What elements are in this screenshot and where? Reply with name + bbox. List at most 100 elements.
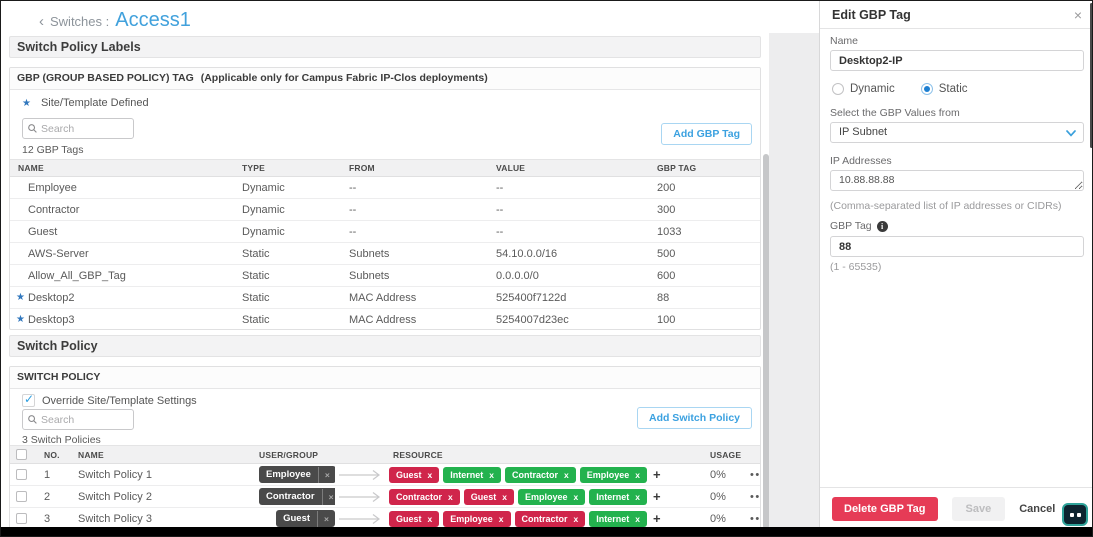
resource-tag-green[interactable]: Internet x xyxy=(589,488,648,505)
resource-tag-label: Contractor xyxy=(521,513,568,524)
remove-tag-icon[interactable]: x xyxy=(564,469,569,480)
back-chevron-icon[interactable]: ‹ xyxy=(39,13,44,30)
page-title: Access1 xyxy=(115,9,191,31)
add-resource-icon[interactable]: + xyxy=(653,511,661,527)
info-icon[interactable]: i xyxy=(876,220,888,232)
resource-tag-red[interactable]: Guest x xyxy=(389,510,440,527)
chat-widget-icon[interactable] xyxy=(1062,503,1088,526)
row-menu-icon[interactable]: ••• xyxy=(742,463,760,487)
gbp-table-row[interactable]: Guest Dynamic -- -- 1033 xyxy=(10,220,760,243)
remove-tag-icon[interactable]: x xyxy=(573,513,579,524)
radio-static-circle-selected[interactable] xyxy=(920,83,933,95)
remove-tag-icon[interactable]: x xyxy=(427,513,433,524)
remove-tag-icon[interactable]: x xyxy=(489,469,494,480)
gbp-table-row[interactable]: AWS-Server Static Subnets 54.10.0.0/16 500 xyxy=(10,242,760,265)
remove-tag-icon[interactable]: x xyxy=(635,513,641,524)
resource-tag-red[interactable]: Employee x xyxy=(443,510,511,527)
add-resource-icon[interactable]: + xyxy=(653,467,661,483)
gbp-row-tag: 88 xyxy=(649,286,760,309)
resource-tag-label: Contractor xyxy=(396,491,443,502)
row-checkbox[interactable] xyxy=(16,469,27,481)
resource-tag-red[interactable]: Contractor x xyxy=(389,488,460,505)
sp-row-checkbox-cell xyxy=(10,485,36,509)
gbp-tag-field[interactable] xyxy=(830,236,1084,257)
resource-tag-red[interactable]: Contractor x xyxy=(514,510,586,527)
gbp-values-from-select[interactable]: IP Subnet xyxy=(830,122,1084,143)
remove-tag-icon[interactable]: x xyxy=(448,491,453,502)
gbp-row-from: -- xyxy=(341,176,488,199)
edit-gbp-tag-panel: Edit GBP Tag × Name Dynamic Static Selec… xyxy=(819,1,1092,536)
radio-static[interactable]: Static xyxy=(920,83,968,95)
site-template-label: Site/Template Defined xyxy=(40,97,149,109)
switch-policy-row[interactable]: 3 Switch Policy 3 Guest × Guest x Employee x Con… xyxy=(10,507,760,531)
gbp-table-row[interactable]: Contractor Dynamic -- -- 300 xyxy=(10,198,760,221)
row-checkbox[interactable] xyxy=(16,491,27,503)
gbp-row-tag: 300 xyxy=(649,198,760,221)
ip-addresses-field[interactable] xyxy=(830,170,1084,191)
resource-tag-green[interactable]: Employee x xyxy=(518,488,586,505)
remove-tag-icon[interactable]: × xyxy=(321,488,335,505)
remove-tag-icon[interactable]: x xyxy=(635,491,641,502)
resource-tag-label: Guest xyxy=(470,491,497,502)
sp-row-resources: Contractor x Guest x Employee x Internet x + xyxy=(385,485,702,509)
gbp-table-row[interactable]: ★ Desktop2 Static MAC Address 525400f7122d 88 xyxy=(10,286,760,309)
gbp-search[interactable] xyxy=(22,118,134,139)
switch-policy-row[interactable]: 2 Switch Policy 2 Contractor × Contractor x Gu… xyxy=(10,485,760,509)
resource-tag-green[interactable]: Employee x xyxy=(579,466,648,483)
radio-dynamic[interactable]: Dynamic xyxy=(832,83,895,95)
override-setting[interactable]: Override Site/Template Settings xyxy=(22,392,197,407)
gbp-row-type: Static xyxy=(234,286,341,309)
sp-row-checkbox-cell xyxy=(10,463,36,487)
switch-policy-search-input[interactable] xyxy=(41,413,128,426)
gbp-row-tag: 500 xyxy=(649,242,760,265)
row-menu-icon[interactable]: ••• xyxy=(742,485,760,509)
resource-tag-green[interactable]: Internet x xyxy=(443,466,501,483)
remove-tag-icon[interactable]: x xyxy=(573,491,579,502)
resource-tag-red[interactable]: Guest x xyxy=(389,466,440,483)
switch-policy-table-header: NO. NAME USER/GROUP RESOURCE USAGE xyxy=(10,444,760,465)
gbp-row-tag: 200 xyxy=(649,176,760,199)
remove-tag-icon[interactable]: x xyxy=(427,469,433,480)
remove-tag-icon[interactable]: × xyxy=(317,510,335,527)
main-scrollbar[interactable] xyxy=(763,154,769,529)
gbp-table-row[interactable]: Allow_All_GBP_Tag Static Subnets 0.0.0.0/0 6… xyxy=(10,264,760,287)
radio-dynamic-circle[interactable] xyxy=(832,83,844,95)
select-all-checkbox[interactable] xyxy=(16,449,27,461)
delete-gbp-tag-button[interactable]: Delete GBP Tag xyxy=(832,496,938,521)
gbp-row-value: 0.0.0.0/0 xyxy=(488,264,649,287)
gbp-table: NAME TYPE FROM VALUE GBP TAG Employee Dyn… xyxy=(10,159,760,329)
resource-tag-green[interactable]: Contractor x xyxy=(505,466,576,483)
switch-policy-search[interactable] xyxy=(22,409,134,430)
add-switch-policy-button[interactable]: Add Switch Policy xyxy=(636,407,752,429)
gbp-search-input[interactable] xyxy=(41,122,128,135)
gbp-table-row[interactable]: ★ Desktop3 Static MAC Address 5254007d23ec 10… xyxy=(10,308,760,329)
remove-tag-icon[interactable]: x xyxy=(502,491,507,502)
close-icon[interactable]: × xyxy=(1073,6,1082,23)
override-label: Override Site/Template Settings xyxy=(42,394,197,407)
remove-tag-icon[interactable]: × xyxy=(317,466,335,483)
row-checkbox[interactable] xyxy=(16,513,27,525)
gbp-table-row[interactable]: Employee Dynamic -- -- 200 xyxy=(10,176,760,199)
gbp-row-type: Static xyxy=(234,308,341,329)
breadcrumb-parent[interactable]: Switches : xyxy=(50,14,110,29)
name-field[interactable] xyxy=(830,50,1084,71)
sp-row-resources: Guest x Internet x Contractor x Employee x + xyxy=(385,463,702,487)
gbp-row-from: -- xyxy=(341,220,488,243)
add-resource-icon[interactable]: + xyxy=(653,489,661,505)
panel-title: Edit GBP Tag xyxy=(832,7,911,22)
ip-addresses-hint: (Comma-separated list of IP addresses or… xyxy=(830,200,1062,212)
override-checkbox-checked[interactable] xyxy=(22,392,35,407)
switch-policy-row[interactable]: 1 Switch Policy 1 Employee × Guest x Internet x… xyxy=(10,463,760,487)
sp-row-resources: Guest x Employee x Contractor x Internet x + xyxy=(385,507,702,531)
remove-tag-icon[interactable]: x xyxy=(635,469,641,480)
resource-tag-red[interactable]: Guest x xyxy=(463,488,514,505)
panel-scrollbar[interactable] xyxy=(1090,3,1092,148)
cancel-button[interactable]: Cancel xyxy=(1019,502,1056,515)
resource-tag-green[interactable]: Internet x xyxy=(589,510,648,527)
remove-tag-icon[interactable]: x xyxy=(498,513,504,524)
save-button-disabled[interactable]: Save xyxy=(951,496,1006,521)
add-gbp-tag-button[interactable]: Add GBP Tag xyxy=(661,123,752,145)
gbp-row-type: Dynamic xyxy=(234,220,341,243)
gbp-row-value: 5254007d23ec xyxy=(488,308,649,329)
